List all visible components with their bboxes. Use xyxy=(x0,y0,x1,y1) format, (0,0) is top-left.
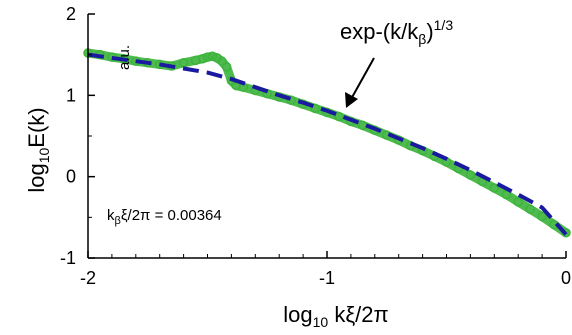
y-tick-label: 1 xyxy=(66,85,76,105)
data-point xyxy=(513,197,523,207)
data-point xyxy=(334,111,344,122)
data-point xyxy=(197,53,208,64)
data-band-0 xyxy=(83,48,571,238)
parameter-annotation: kβξ/2π = 0.00364 xyxy=(107,207,222,227)
data-point xyxy=(207,51,218,62)
units-label: a.u. xyxy=(116,45,133,70)
x-tick-label: -2 xyxy=(80,268,96,288)
y-tick-label: 2 xyxy=(66,4,76,24)
y-tick-label: 0 xyxy=(66,167,76,187)
data-point xyxy=(202,52,213,62)
data-point xyxy=(286,95,296,105)
annotation-arrow xyxy=(345,57,375,108)
fit-annotation: exp-(k/kβ)1/3 xyxy=(340,17,453,47)
data-point xyxy=(525,204,535,214)
data-point xyxy=(489,183,500,193)
x-axis-label: log10 kξ/2π xyxy=(283,302,388,330)
data-point xyxy=(537,211,547,222)
x-tick-label: 0 xyxy=(561,268,571,288)
data-point xyxy=(221,62,232,72)
series-layer xyxy=(83,48,571,238)
y-axis-label: log10E(k) xyxy=(24,107,52,192)
y-tick-label: -1 xyxy=(60,248,76,268)
x-tick-label: -1 xyxy=(319,268,335,288)
fit-line xyxy=(87,52,568,236)
data-point xyxy=(310,103,320,114)
data-point xyxy=(217,56,227,66)
data-point xyxy=(465,170,476,180)
